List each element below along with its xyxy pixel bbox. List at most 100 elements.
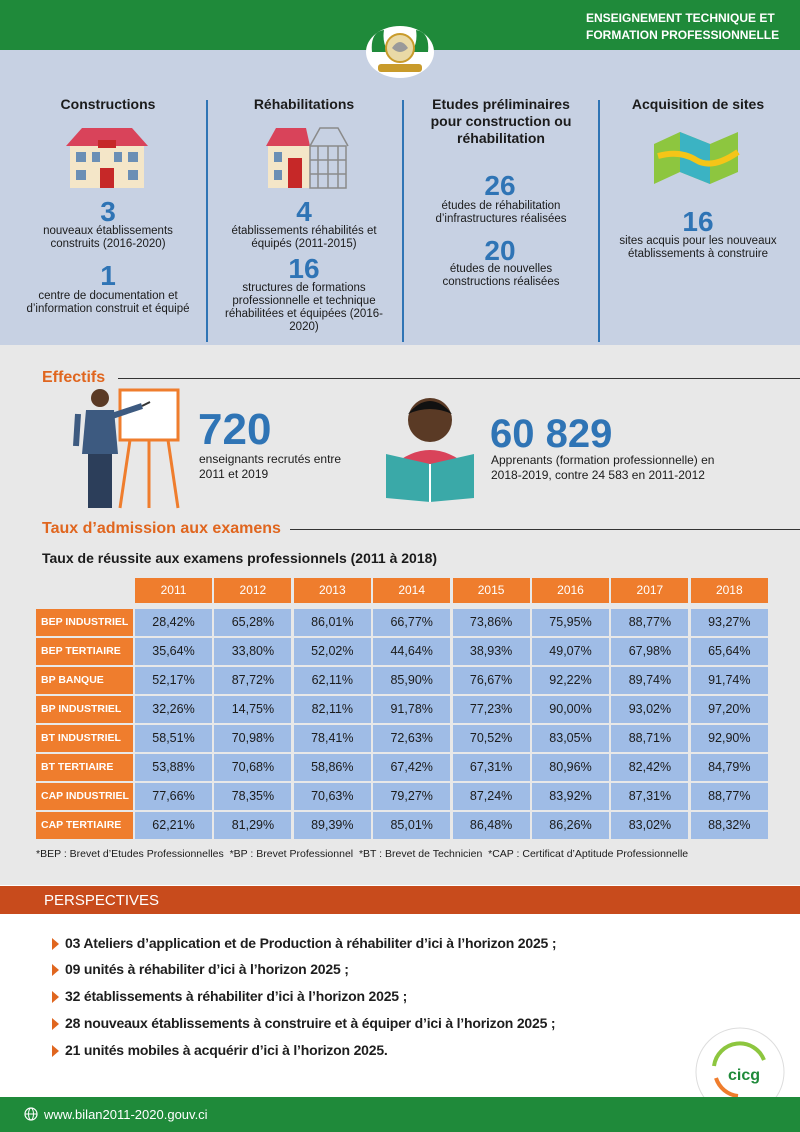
column-title: Réhabilitations [253, 96, 355, 112]
table-cell: 14,75% [214, 696, 292, 723]
perspective-item: 09 unités à réhabiliter d’ici à l’horizo… [65, 961, 349, 977]
footnote: *BEP : Brevet d’Etudes Professionnelles … [36, 848, 689, 860]
stat-number: 16 [288, 253, 320, 284]
table-cell: 89,39% [293, 812, 371, 839]
bullet [52, 1018, 59, 1030]
stat-number: 26 [484, 170, 516, 201]
bullet [52, 991, 59, 1003]
table-cell: 28,42% [135, 609, 212, 636]
table-cell: 70,63% [293, 783, 371, 810]
footer-band [0, 1097, 800, 1132]
table-cell: 76,67% [452, 667, 530, 694]
table-cell: 87,24% [452, 783, 530, 810]
logo-text: cicg [728, 1067, 760, 1084]
column-header: 2014 [373, 578, 451, 603]
footer-url[interactable]: www.bilan2011-2020.gouv.ci [44, 1107, 208, 1122]
table-cell: 79,27% [373, 783, 451, 810]
stat-label: études de nouvelles constructions réalis… [442, 263, 560, 288]
table-cell: 91,74% [690, 667, 768, 694]
table-cell: 93,27% [690, 609, 768, 636]
bullet [52, 1045, 59, 1057]
table-cell: 91,78% [373, 696, 451, 723]
table-cell: 81,29% [214, 812, 292, 839]
column-header: 2015 [452, 578, 530, 603]
table-cell: 49,07% [532, 638, 609, 665]
effectif-label: enseignants recrutés entre 2011 et 2019 [199, 452, 342, 481]
table-cell: 62,21% [135, 812, 212, 839]
globe-icon [24, 1107, 38, 1121]
column-header: 2013 [293, 578, 371, 603]
stat-label: établissements réhabilités et équipés (2… [231, 225, 377, 250]
perspective-item: 32 établissements à réhabiliter d’ici à … [65, 988, 408, 1004]
stat-number: 1 [100, 260, 116, 291]
table-cell: 84,79% [690, 754, 768, 781]
table-cell: 67,31% [452, 754, 530, 781]
table-cell: 97,20% [690, 696, 768, 723]
teacher-illustration [73, 388, 180, 509]
table-cell: 82,11% [293, 696, 371, 723]
column-title: Acquisition de sites [631, 96, 765, 112]
table-cell: 53,88% [135, 754, 212, 781]
row-label: BEP TERTIAIRE [36, 638, 133, 665]
stat-label: sites acquis pour les nouveaux établisse… [619, 235, 777, 260]
table-cell: 75,95% [532, 609, 609, 636]
section-title: Taux d’admission aux examens [42, 520, 281, 537]
column-header: 2018 [690, 578, 768, 603]
table-cell: 38,93% [452, 638, 530, 665]
column-divider [206, 100, 208, 342]
table-cell: 83,92% [532, 783, 609, 810]
row-label: BP BANQUE [36, 667, 133, 694]
table-cell: 80,96% [532, 754, 609, 781]
achievements-band [0, 50, 800, 345]
table-cell: 83,05% [532, 725, 609, 752]
table-cell: 82,42% [611, 754, 689, 781]
section-rule [118, 378, 800, 379]
table-cell: 62,11% [293, 667, 371, 694]
table-cell: 77,23% [452, 696, 530, 723]
table-cell: 70,98% [214, 725, 292, 752]
map-icon [654, 132, 740, 184]
row-label: CAP TERTIAIRE [36, 812, 133, 839]
bullet [52, 938, 59, 950]
row-label: BEP INDUSTRIEL [36, 609, 133, 636]
stat-number: 4 [296, 196, 312, 227]
perspectives-title: PERSPECTIVES [44, 892, 160, 909]
stat-label: nouveaux établissements construits (2016… [43, 225, 173, 250]
table-cell: 87,31% [611, 783, 689, 810]
row-label: CAP INDUSTRIEL [36, 783, 133, 810]
effectif-label: Apprenants (formation professionnelle) e… [491, 453, 715, 482]
table-cell: 83,02% [611, 812, 689, 839]
stat-label: études de réhabilitation d’infrastructur… [435, 200, 567, 225]
table-cell: 89,74% [611, 667, 689, 694]
table-cell: 65,64% [690, 638, 768, 665]
table-cell: 33,80% [214, 638, 292, 665]
header-title: ENSEIGNEMENT TECHNIQUE ET FORMATION PROF… [586, 10, 779, 44]
perspective-item: 28 nouveaux établissements à construire … [65, 1015, 556, 1031]
table-cell: 73,86% [452, 609, 530, 636]
table-cell: 58,86% [293, 754, 371, 781]
table-cell: 77,66% [135, 783, 212, 810]
column-divider [598, 100, 600, 342]
section-rule [290, 529, 800, 530]
column-title: Etudes préliminaires pour construction o… [430, 96, 572, 146]
stat-label: centre de documentation et d’information… [26, 290, 190, 315]
section-title: Effectifs [42, 369, 106, 386]
row-label: BT INDUSTRIEL [36, 725, 133, 752]
table-cell: 35,64% [135, 638, 212, 665]
table-cell: 44,64% [373, 638, 451, 665]
column-divider [402, 100, 404, 342]
table-cell: 92,22% [532, 667, 609, 694]
table-cell: 88,71% [611, 725, 689, 752]
column-header: 2016 [532, 578, 609, 603]
table-cell: 88,77% [611, 609, 689, 636]
table-cell: 65,28% [214, 609, 292, 636]
column-header: 2017 [611, 578, 689, 603]
building-icon [66, 128, 148, 188]
column-header: 2011 [135, 578, 212, 603]
table-cell: 86,01% [293, 609, 371, 636]
table-cell: 72,63% [373, 725, 451, 752]
table-cell: 92,90% [690, 725, 768, 752]
table-cell: 70,52% [452, 725, 530, 752]
table-cell: 66,77% [373, 609, 451, 636]
